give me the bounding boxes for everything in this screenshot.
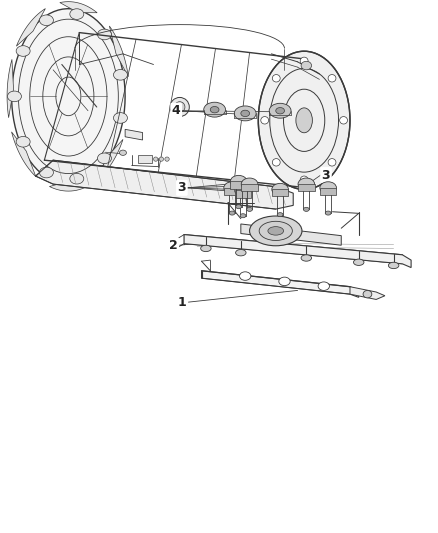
Polygon shape — [241, 184, 258, 191]
Ellipse shape — [320, 182, 336, 194]
Ellipse shape — [276, 108, 285, 114]
Polygon shape — [110, 26, 128, 77]
Polygon shape — [96, 140, 123, 181]
Polygon shape — [350, 287, 385, 300]
Polygon shape — [184, 235, 411, 268]
Ellipse shape — [328, 75, 336, 82]
Text: 2: 2 — [169, 239, 177, 252]
Ellipse shape — [240, 214, 246, 218]
Polygon shape — [49, 181, 87, 191]
Ellipse shape — [70, 9, 84, 19]
Polygon shape — [224, 188, 240, 195]
Ellipse shape — [250, 216, 302, 246]
Text: 4: 4 — [172, 104, 180, 117]
Ellipse shape — [113, 112, 127, 123]
Ellipse shape — [272, 159, 280, 166]
Ellipse shape — [272, 75, 280, 82]
Ellipse shape — [301, 255, 311, 261]
Polygon shape — [125, 130, 143, 140]
Ellipse shape — [165, 157, 169, 161]
Ellipse shape — [389, 262, 399, 269]
Ellipse shape — [113, 69, 127, 80]
Ellipse shape — [153, 157, 158, 161]
Ellipse shape — [120, 150, 127, 156]
Polygon shape — [298, 184, 314, 191]
Polygon shape — [258, 51, 350, 189]
Ellipse shape — [298, 178, 314, 190]
Polygon shape — [230, 181, 247, 189]
Polygon shape — [16, 9, 46, 46]
Ellipse shape — [353, 259, 364, 265]
Text: 3: 3 — [321, 168, 330, 182]
Ellipse shape — [247, 207, 252, 212]
Text: 3: 3 — [177, 181, 186, 195]
Ellipse shape — [259, 221, 292, 240]
Ellipse shape — [272, 183, 288, 196]
Ellipse shape — [230, 175, 247, 188]
Polygon shape — [320, 188, 336, 195]
Ellipse shape — [159, 157, 163, 161]
Ellipse shape — [236, 205, 241, 209]
Polygon shape — [35, 160, 293, 209]
Ellipse shape — [325, 211, 331, 215]
Ellipse shape — [304, 207, 309, 212]
Ellipse shape — [234, 106, 256, 121]
Polygon shape — [241, 224, 341, 245]
Ellipse shape — [261, 117, 268, 124]
Polygon shape — [7, 59, 14, 118]
Ellipse shape — [277, 213, 283, 217]
Ellipse shape — [339, 117, 347, 124]
Ellipse shape — [98, 29, 111, 40]
Ellipse shape — [241, 178, 258, 190]
Ellipse shape — [16, 46, 30, 56]
Ellipse shape — [296, 108, 312, 133]
Ellipse shape — [174, 102, 185, 112]
Polygon shape — [12, 9, 125, 184]
Ellipse shape — [300, 176, 308, 183]
Polygon shape — [272, 189, 288, 197]
Ellipse shape — [98, 153, 111, 164]
FancyBboxPatch shape — [138, 156, 152, 163]
Ellipse shape — [201, 245, 211, 252]
Ellipse shape — [39, 15, 53, 26]
Ellipse shape — [204, 102, 226, 117]
Polygon shape — [201, 271, 359, 297]
Ellipse shape — [328, 159, 336, 166]
Ellipse shape — [269, 103, 291, 118]
Text: 1: 1 — [177, 296, 186, 309]
Ellipse shape — [235, 184, 251, 197]
Ellipse shape — [224, 182, 240, 194]
Ellipse shape — [240, 272, 251, 280]
Ellipse shape — [7, 91, 21, 102]
Ellipse shape — [229, 211, 235, 215]
Ellipse shape — [241, 110, 250, 117]
Polygon shape — [11, 132, 36, 177]
Ellipse shape — [363, 290, 372, 298]
Polygon shape — [235, 190, 251, 198]
Ellipse shape — [301, 61, 311, 70]
Ellipse shape — [39, 167, 53, 178]
Ellipse shape — [300, 57, 308, 64]
Ellipse shape — [236, 249, 246, 256]
Polygon shape — [60, 2, 97, 13]
Ellipse shape — [318, 282, 329, 290]
Ellipse shape — [279, 277, 290, 286]
Ellipse shape — [16, 136, 30, 147]
Ellipse shape — [268, 227, 284, 235]
Ellipse shape — [210, 107, 219, 113]
Ellipse shape — [170, 98, 189, 117]
Ellipse shape — [70, 173, 84, 184]
